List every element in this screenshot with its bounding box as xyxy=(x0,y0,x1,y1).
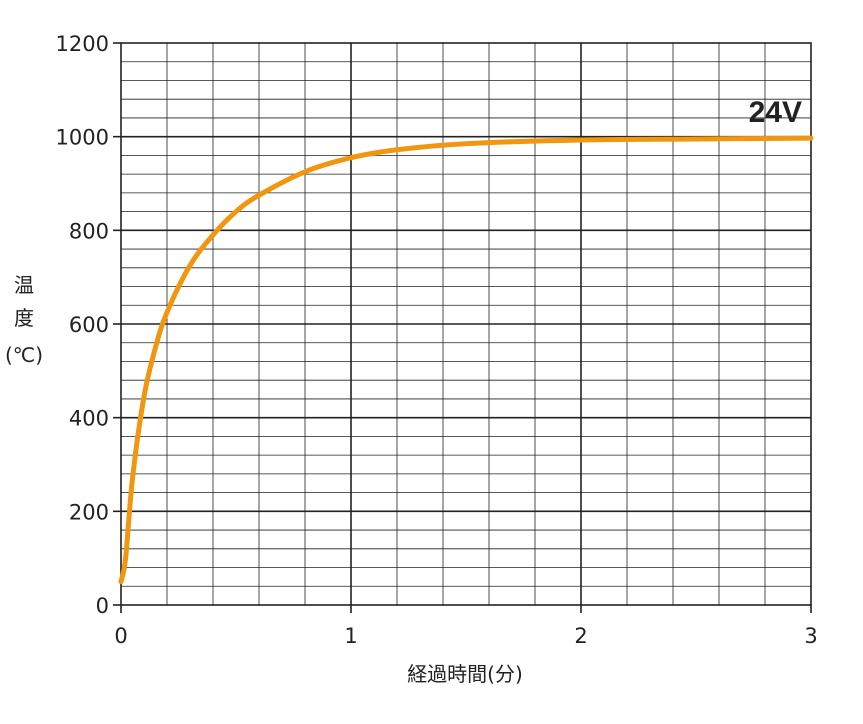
y-tick-label: 1000 xyxy=(56,126,109,150)
y-tick-label: 1200 xyxy=(56,32,109,56)
y-axis-label: 温 度 (℃) xyxy=(5,273,43,367)
y-axis-label-line-3: (℃) xyxy=(5,343,43,367)
x-tick-label: 3 xyxy=(804,624,817,648)
x-axis-label: 経過時間(分) xyxy=(407,662,523,686)
axes xyxy=(113,42,812,613)
series-layer xyxy=(118,135,814,585)
y-axis-label-line-1: 温 xyxy=(14,273,34,297)
y-tick-label: 600 xyxy=(69,313,109,337)
series-label-24v: 24V xyxy=(749,96,802,129)
x-tick-label: 0 xyxy=(114,624,127,648)
y-axis-label-line-2: 度 xyxy=(14,306,34,330)
y-tick-label: 200 xyxy=(69,500,109,524)
x-tick-label: 1 xyxy=(344,624,357,648)
y-tick-label: 800 xyxy=(69,219,109,243)
major-grid xyxy=(121,43,811,605)
tick-labels: 0 200 400 600 800 1000 1200 0 1 2 3 xyxy=(56,32,818,648)
y-tick-label: 400 xyxy=(69,407,109,431)
x-tick-label: 2 xyxy=(574,624,587,648)
y-tick-label: 0 xyxy=(96,594,109,618)
series-line-24v xyxy=(118,135,814,585)
